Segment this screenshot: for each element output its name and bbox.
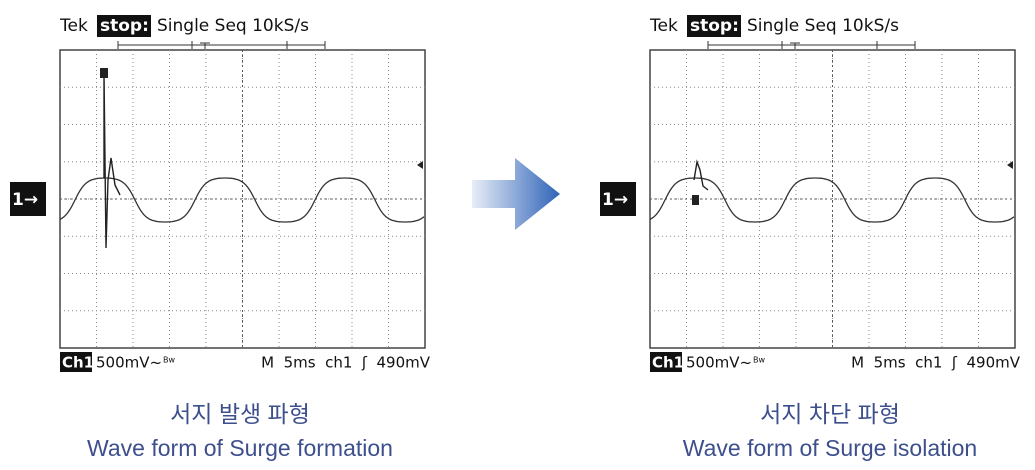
caption-korean: 서지 차단 파형	[760, 401, 900, 427]
mode: Single Seq 10kS/s	[747, 16, 899, 36]
timebase: M 5ms ch1 ʃ 490mV	[261, 354, 431, 372]
channel-box	[10, 182, 46, 216]
channel-label-box	[60, 352, 92, 372]
state: stop:	[100, 16, 149, 36]
channel-marker: 1→	[602, 190, 628, 210]
channel-box	[600, 182, 636, 216]
transition-arrow	[472, 158, 560, 230]
mode: Single Seq 10kS/s	[157, 16, 309, 36]
caption-english: Wave form of Surge formation	[87, 435, 393, 461]
channel-label-box	[650, 352, 682, 372]
caption-korean: 서지 발생 파형	[170, 401, 310, 427]
scope-panel: Tek stop: Single Seq 10kS/s 1→ Ch1 500mV~ Bw M …	[600, 15, 1021, 461]
brand: Tek	[649, 16, 678, 36]
caption-english: Wave form of Surge isolation	[683, 435, 977, 461]
timebase: M 5ms ch1 ʃ 490mV	[851, 354, 1021, 372]
state-box	[97, 15, 151, 37]
trigger-bar	[117, 41, 326, 49]
waveform	[649, 177, 1015, 223]
trigger-level	[1007, 161, 1013, 169]
channel-label: Ch1	[62, 354, 94, 372]
brand: Tek	[59, 16, 88, 36]
trigger-bar	[707, 41, 916, 49]
channel-label: Ch1	[652, 354, 684, 372]
bandwidth: Bw	[753, 356, 765, 365]
state-box	[687, 15, 741, 37]
surge-spike	[103, 71, 121, 249]
trigger-level	[417, 161, 423, 169]
surge-bump	[693, 159, 709, 191]
bandwidth: Bw	[163, 356, 175, 365]
trigger-marker	[692, 195, 699, 205]
waveform	[59, 177, 425, 223]
scope-panel: Tek stop: Single Seq 10kS/s 1→ Ch1 500mV~ Bw M …	[10, 15, 431, 461]
trigger-marker	[100, 68, 108, 78]
channel-marker: 1→	[12, 190, 38, 210]
state: stop:	[690, 16, 739, 36]
volt-scale: 500mV~	[96, 354, 162, 372]
volt-scale: 500mV~	[686, 354, 752, 372]
